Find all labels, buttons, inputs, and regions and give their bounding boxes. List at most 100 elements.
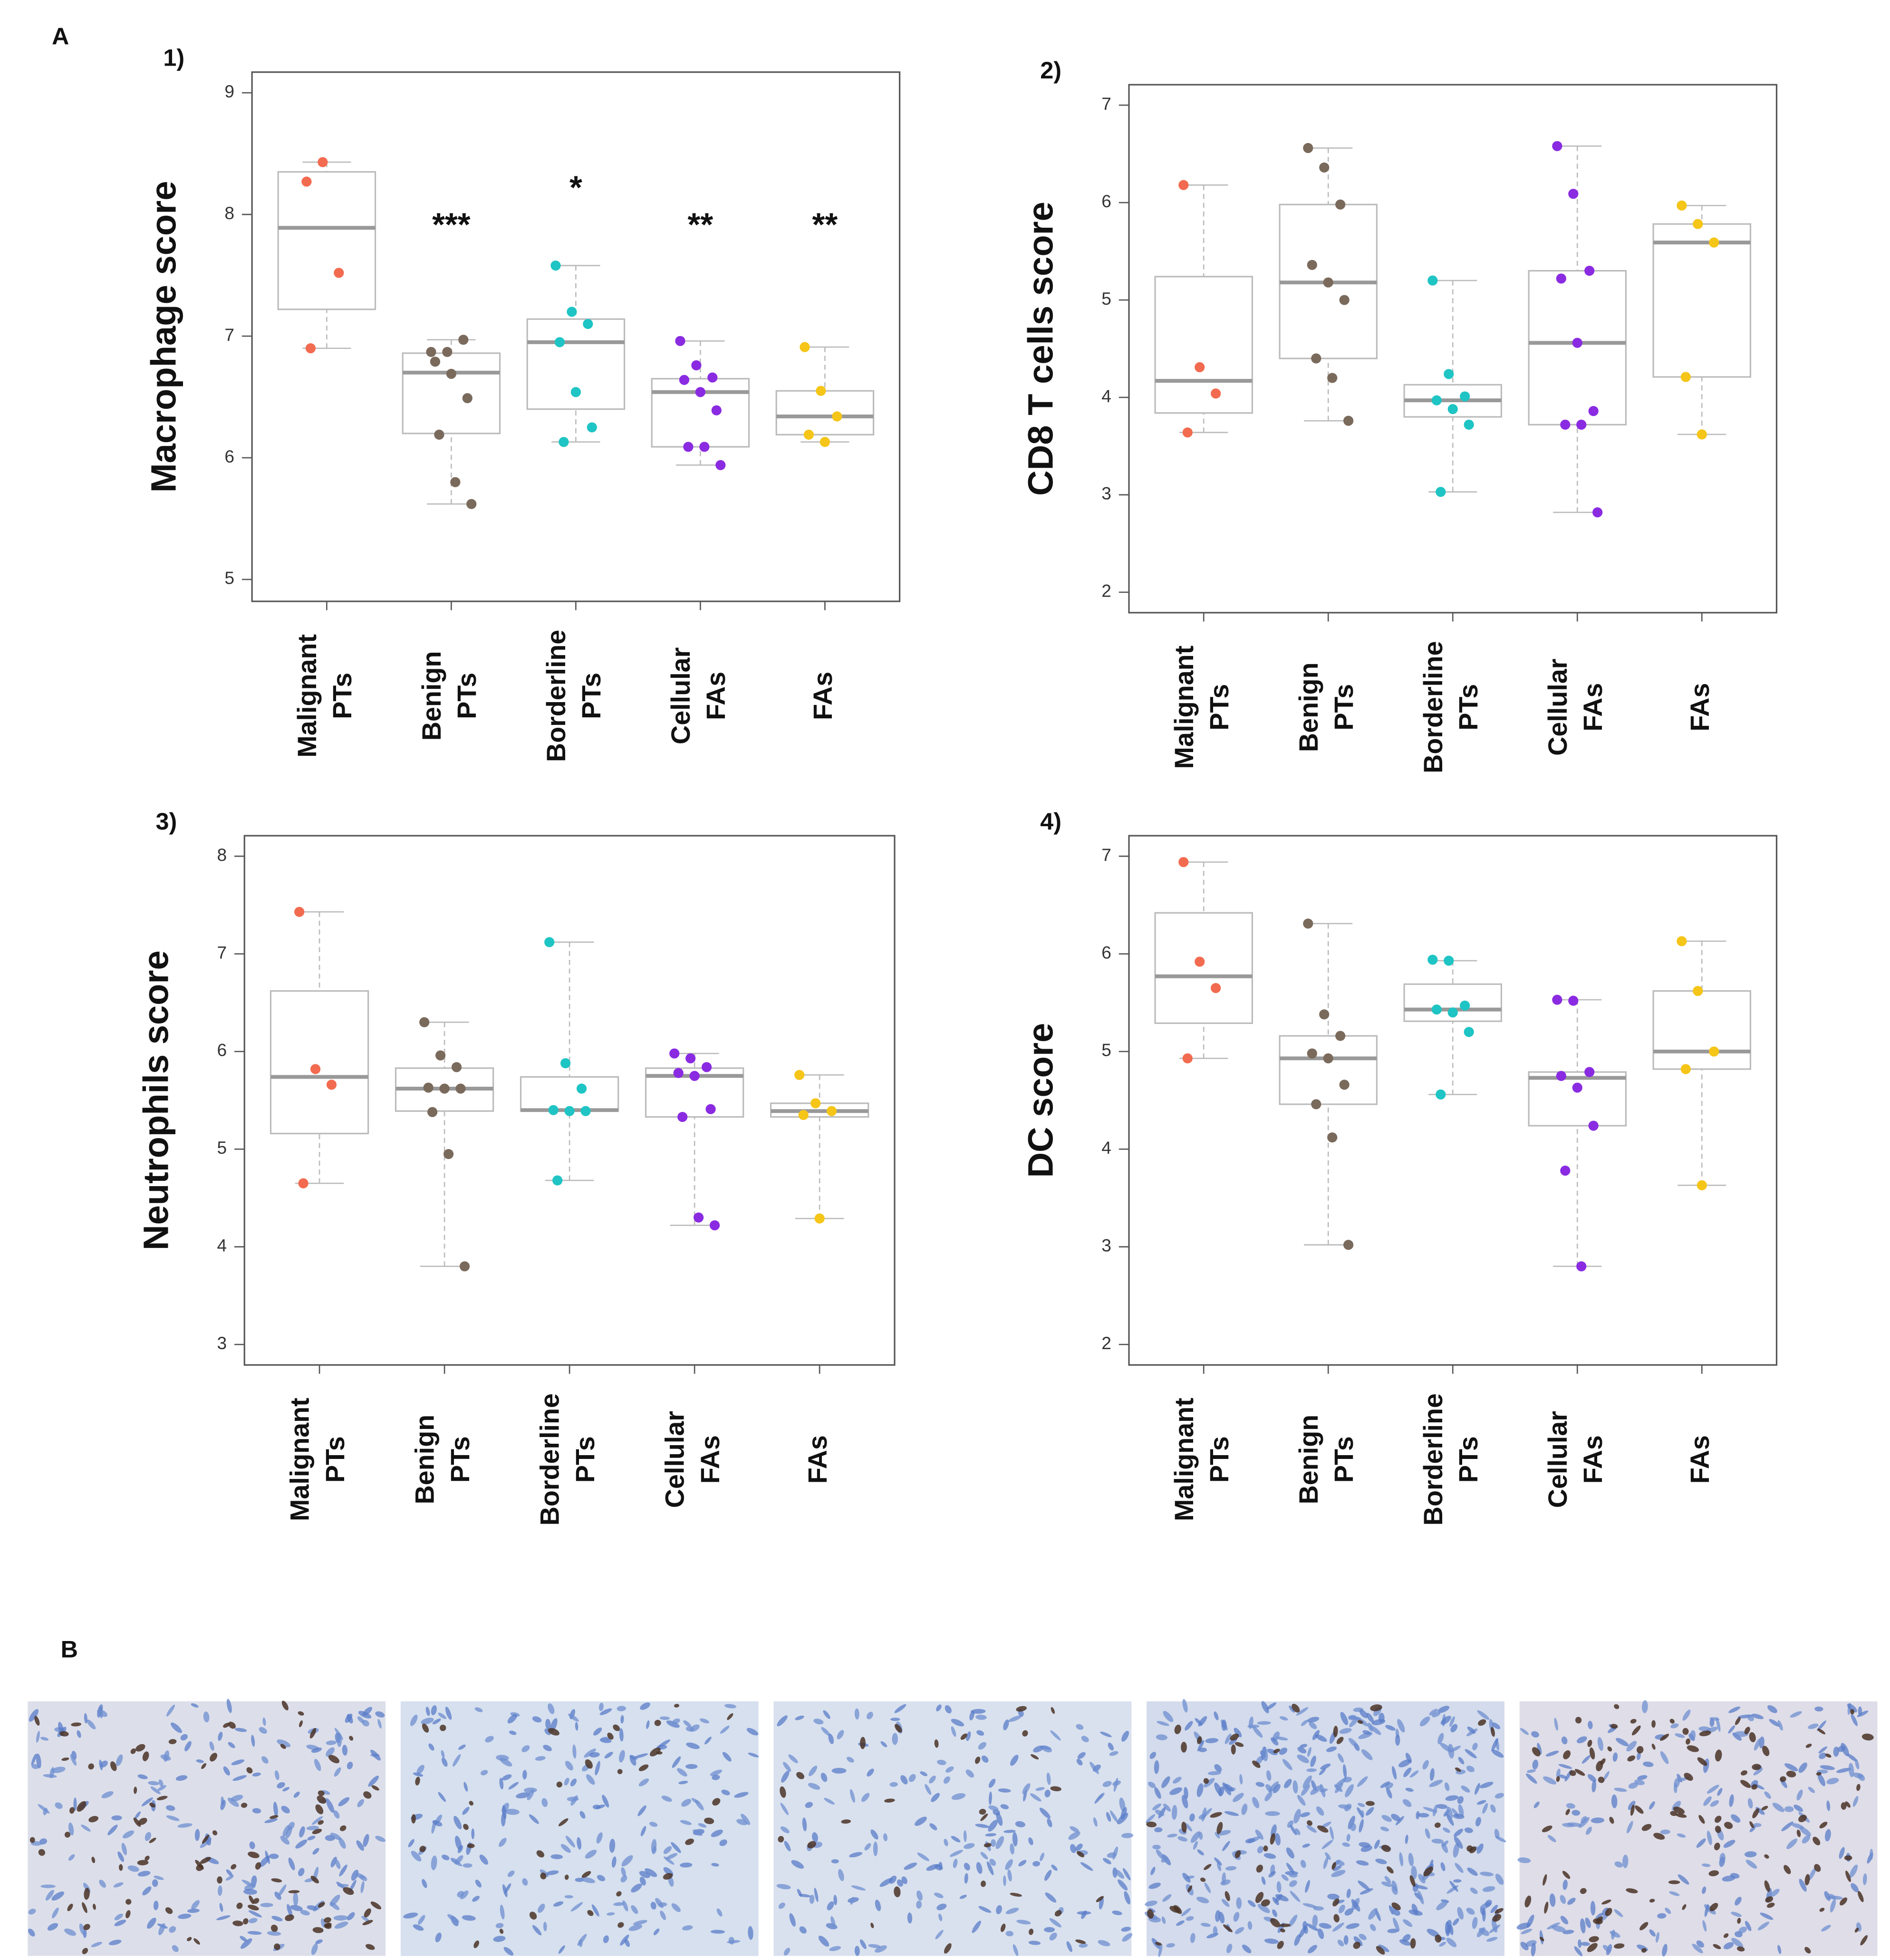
box xyxy=(1154,276,1253,414)
stained-cell xyxy=(270,1815,279,1819)
nucleus xyxy=(1286,1863,1294,1874)
stained-cell xyxy=(1814,1864,1821,1872)
stained-cell xyxy=(156,1796,168,1800)
stained-cell xyxy=(780,1786,786,1798)
nucleus xyxy=(719,1839,727,1846)
nucleus xyxy=(1862,1873,1867,1885)
data-point xyxy=(294,907,305,917)
stained-cell xyxy=(187,1937,192,1941)
nucleus xyxy=(1335,1860,1345,1866)
nucleus xyxy=(827,1901,834,1911)
data-point xyxy=(455,1083,466,1094)
nucleus xyxy=(1824,1891,1831,1901)
stained-cell xyxy=(1715,1825,1721,1833)
nucleus xyxy=(550,1854,563,1859)
nucleus xyxy=(1574,1946,1583,1957)
nucleus xyxy=(1161,1856,1168,1863)
nucleus xyxy=(248,1918,258,1923)
nucleus xyxy=(1115,1869,1125,1879)
nucleus xyxy=(683,1720,691,1728)
nucleus xyxy=(116,1754,123,1767)
nucleus xyxy=(1559,1774,1567,1779)
nucleus xyxy=(1581,1755,1591,1764)
nucleus xyxy=(814,1887,819,1902)
data-point xyxy=(709,1220,720,1231)
nucleus xyxy=(84,1713,87,1724)
nucleus xyxy=(1489,1924,1501,1933)
nucleus xyxy=(1626,1741,1637,1752)
nucleus xyxy=(685,1764,698,1769)
nucleus xyxy=(597,1875,606,1882)
nucleus xyxy=(1184,1786,1188,1799)
stained-cell xyxy=(1200,1877,1206,1882)
nucleus xyxy=(854,1946,860,1956)
nucleus xyxy=(1731,1938,1744,1948)
nucleus xyxy=(311,1943,318,1955)
stained-cell xyxy=(1627,1755,1636,1762)
nucleus xyxy=(1245,1838,1255,1844)
nucleus xyxy=(1331,1870,1346,1877)
nucleus xyxy=(1482,1886,1495,1892)
nucleus xyxy=(1286,1847,1294,1859)
nucleus xyxy=(1414,1884,1428,1890)
stained-cell xyxy=(281,1700,289,1710)
nucleus xyxy=(624,1939,630,1947)
nucleus xyxy=(660,1911,666,1920)
nucleus xyxy=(1677,1833,1686,1838)
nucleus xyxy=(1186,1916,1194,1921)
data-point xyxy=(1182,1053,1193,1063)
nucleus xyxy=(1361,1749,1373,1760)
nucleus xyxy=(1203,1778,1215,1788)
stained-cell xyxy=(1817,1728,1826,1735)
nucleus xyxy=(532,1716,542,1723)
stained-cell xyxy=(1856,1784,1861,1791)
nucleus xyxy=(1472,1743,1478,1750)
stained-cell xyxy=(884,1798,895,1803)
nucleus xyxy=(218,1885,222,1896)
nucleus xyxy=(1097,1793,1105,1800)
box xyxy=(1528,1071,1627,1127)
stained-cell xyxy=(422,1723,429,1733)
data-point xyxy=(435,1050,446,1061)
nucleus xyxy=(40,1737,49,1741)
nucleus xyxy=(1301,1784,1311,1796)
nucleus xyxy=(298,1868,305,1876)
nucleus xyxy=(1106,1812,1111,1822)
nucleus xyxy=(1108,1742,1114,1751)
nucleus xyxy=(68,1854,75,1861)
x-tick-label: PTs xyxy=(1454,1436,1483,1483)
nucleus xyxy=(821,1727,830,1736)
nucleus xyxy=(1836,1767,1851,1773)
data-point xyxy=(458,335,469,345)
nucleus xyxy=(1674,1777,1680,1788)
data-point xyxy=(794,1070,805,1080)
nucleus xyxy=(1368,1908,1378,1920)
nucleus xyxy=(944,1838,948,1846)
data-point xyxy=(1311,1099,1321,1110)
data-point xyxy=(1319,162,1330,173)
stained-cell xyxy=(134,1786,137,1794)
nucleus xyxy=(712,1775,720,1780)
nucleus xyxy=(1263,1853,1276,1859)
nucleus xyxy=(813,1719,824,1725)
stained-cell xyxy=(1223,1924,1233,1932)
nucleus xyxy=(1531,1942,1536,1957)
nucleus xyxy=(1290,1891,1301,1902)
stained-cell xyxy=(1279,1923,1291,1927)
nucleus xyxy=(1163,1711,1174,1722)
stained-cell xyxy=(1478,1719,1486,1726)
nucleus xyxy=(1122,1868,1131,1881)
nucleus xyxy=(377,1719,382,1729)
nucleus xyxy=(916,1901,922,1909)
nucleus xyxy=(849,1852,863,1858)
nucleus xyxy=(1119,1797,1126,1812)
nucleus xyxy=(264,1818,278,1823)
nucleus xyxy=(1402,1799,1412,1807)
nucleus xyxy=(442,1854,450,1861)
nucleus xyxy=(964,1873,968,1884)
data-point xyxy=(1343,1240,1354,1250)
nucleus xyxy=(1358,1880,1370,1891)
nucleus xyxy=(1482,1803,1488,1814)
